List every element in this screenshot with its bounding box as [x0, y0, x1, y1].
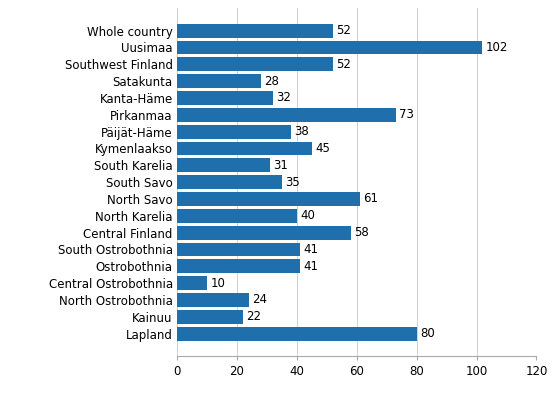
Bar	[177, 74, 261, 88]
Bar	[177, 259, 300, 273]
Text: 22: 22	[247, 310, 262, 323]
Text: 102: 102	[486, 41, 508, 54]
Text: 38: 38	[294, 125, 309, 138]
Bar	[177, 243, 300, 256]
Bar	[177, 108, 395, 122]
Text: 28: 28	[264, 75, 279, 88]
Text: 24: 24	[252, 293, 268, 307]
Bar	[177, 158, 270, 172]
Text: 80: 80	[420, 327, 435, 340]
Bar	[177, 142, 312, 155]
Bar	[177, 192, 359, 206]
Text: 32: 32	[276, 91, 291, 105]
Text: 10: 10	[211, 277, 226, 289]
Bar	[177, 24, 333, 38]
Text: 40: 40	[300, 209, 315, 222]
Text: 73: 73	[399, 109, 414, 121]
Bar	[177, 293, 249, 307]
Text: 31: 31	[273, 159, 288, 172]
Bar	[177, 125, 291, 139]
Text: 52: 52	[336, 58, 351, 71]
Bar	[177, 41, 482, 54]
Bar	[177, 310, 243, 324]
Text: 41: 41	[304, 243, 319, 256]
Bar	[177, 226, 351, 240]
Text: 52: 52	[336, 24, 351, 37]
Bar	[177, 327, 416, 341]
Bar	[177, 209, 297, 223]
Text: 58: 58	[354, 226, 369, 239]
Text: 41: 41	[304, 260, 319, 273]
Bar	[177, 276, 207, 290]
Text: 35: 35	[285, 176, 300, 188]
Text: 61: 61	[363, 192, 378, 206]
Text: 45: 45	[315, 142, 330, 155]
Bar	[177, 91, 273, 105]
Bar	[177, 175, 282, 189]
Bar	[177, 57, 333, 71]
